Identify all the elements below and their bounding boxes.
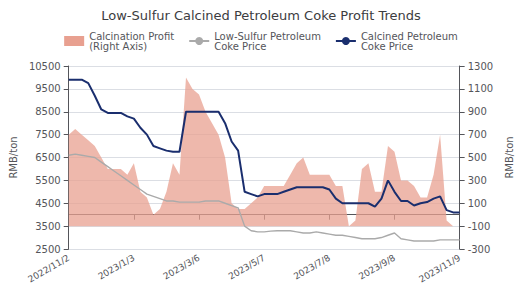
svg-text:RMB/ton: RMB/ton — [504, 136, 515, 178]
svg-text:4500: 4500 — [35, 198, 60, 209]
svg-text:-100: -100 — [468, 221, 491, 232]
svg-text:3500: 3500 — [35, 221, 60, 232]
svg-text:Low-Sulfur Petroleum: Low-Sulfur Petroleum — [214, 30, 321, 42]
svg-text:900: 900 — [468, 106, 487, 117]
svg-text:2023/7/8: 2023/7/8 — [292, 253, 332, 282]
svg-text:1100: 1100 — [468, 83, 493, 94]
svg-text:-300: -300 — [468, 244, 491, 255]
svg-text:500: 500 — [468, 152, 487, 163]
svg-text:2023/3/6: 2023/3/6 — [162, 253, 202, 282]
svg-text:2023/1/3: 2023/1/3 — [96, 253, 136, 282]
svg-text:RMB/ton: RMB/ton — [8, 136, 19, 178]
svg-text:2023/5/7: 2023/5/7 — [227, 253, 267, 282]
svg-text:5500: 5500 — [35, 175, 60, 186]
svg-text:10500: 10500 — [29, 61, 61, 72]
svg-text:Calcined Petroleum: Calcined Petroleum — [360, 30, 458, 42]
svg-text:100: 100 — [468, 198, 487, 209]
svg-text:2500: 2500 — [35, 244, 60, 255]
svg-text:8500: 8500 — [35, 106, 60, 117]
svg-text:2023/9/8: 2023/9/8 — [357, 253, 397, 282]
svg-text:9500: 9500 — [35, 83, 60, 94]
svg-text:(Right Axis): (Right Axis) — [89, 41, 147, 52]
svg-text:2023/11/9: 2023/11/9 — [417, 253, 462, 285]
svg-text:Coke Price: Coke Price — [361, 41, 413, 52]
svg-text:Low-Sulfur Calcined Petroleum: Low-Sulfur Calcined Petroleum Coke Profi… — [101, 8, 421, 23]
svg-text:2022/11/2: 2022/11/2 — [26, 253, 71, 285]
svg-text:700: 700 — [468, 129, 487, 140]
svg-text:1300: 1300 — [468, 61, 493, 72]
svg-text:7500: 7500 — [35, 129, 60, 140]
svg-text:300: 300 — [468, 175, 487, 186]
svg-text:Coke Price: Coke Price — [214, 41, 266, 52]
svg-text:Calcination Profit: Calcination Profit — [89, 30, 175, 42]
svg-text:6500: 6500 — [35, 152, 60, 163]
